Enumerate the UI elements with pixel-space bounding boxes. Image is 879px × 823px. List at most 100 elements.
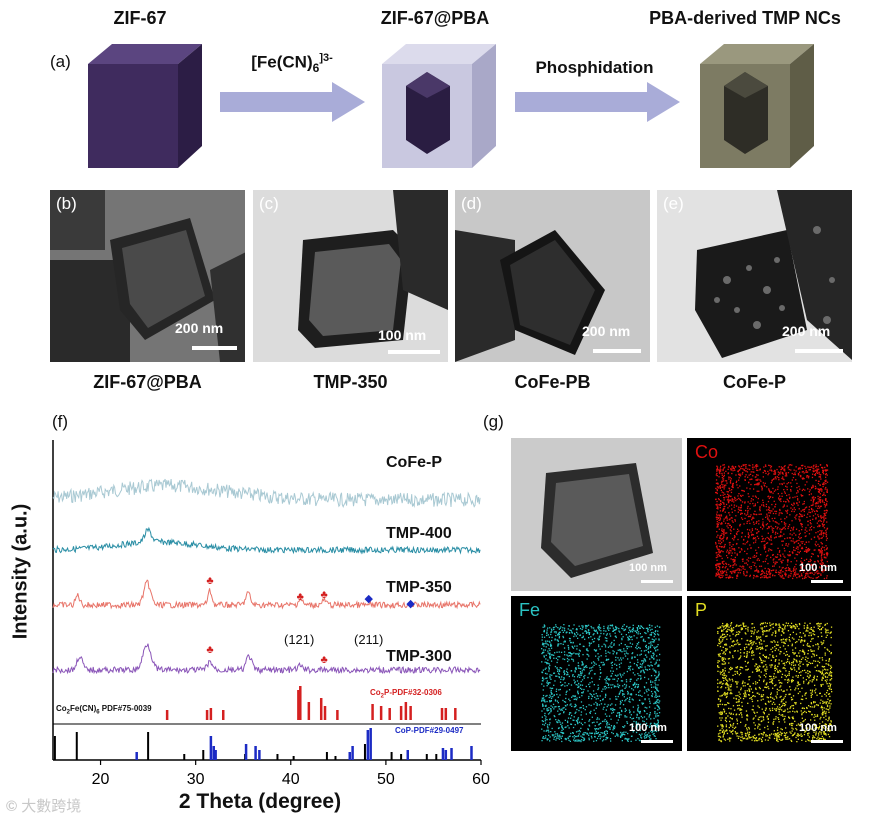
- eds-dot: [769, 570, 771, 572]
- eds-dot: [720, 489, 722, 491]
- eds-dot: [801, 725, 803, 727]
- eds-dot: [544, 701, 546, 703]
- eds-dot: [733, 506, 735, 508]
- eds-dot: [576, 653, 578, 655]
- eds-dot: [798, 501, 800, 503]
- eds-dot: [758, 693, 760, 695]
- eds-dot: [728, 563, 730, 566]
- eds-dot: [769, 574, 771, 576]
- eds-dot: [719, 543, 722, 545]
- eds-dot: [565, 738, 567, 740]
- eds-dot: [781, 714, 784, 716]
- eds-dot: [730, 469, 732, 471]
- eds-dot: [575, 735, 577, 738]
- eds-dot: [755, 739, 757, 742]
- eds-dot: [541, 677, 544, 680]
- eds-dot: [780, 471, 782, 473]
- eds-dot: [658, 639, 660, 641]
- eds-dot: [771, 527, 773, 529]
- eds-dot: [825, 702, 828, 704]
- eds-dot: [542, 720, 544, 723]
- eds-dot: [604, 678, 606, 681]
- eds-dot: [796, 711, 798, 713]
- eds-dot: [559, 734, 561, 736]
- eds-dot: [655, 646, 657, 649]
- eds-dot: [800, 464, 803, 467]
- eds-dot: [542, 689, 544, 691]
- eds-dot: [808, 632, 811, 634]
- eds-dot: [821, 673, 823, 675]
- eds-dot: [818, 491, 820, 493]
- eds-dot: [559, 627, 561, 629]
- eds-dot: [771, 623, 773, 626]
- eds-dot: [753, 466, 755, 468]
- eds-dot: [731, 628, 733, 630]
- eds-dot: [716, 545, 718, 547]
- eds-dot: [800, 658, 803, 660]
- eds-dot: [655, 730, 657, 733]
- eds-dot: [754, 724, 756, 726]
- eds-dot: [824, 494, 826, 497]
- eds-dot: [719, 563, 721, 565]
- eds-dot: [738, 696, 740, 698]
- eds-dot: [823, 532, 825, 534]
- eds-dot: [616, 712, 619, 714]
- eds-dot: [550, 700, 552, 702]
- eds-dot: [775, 718, 777, 720]
- eds-dot: [817, 627, 819, 629]
- eds-dot: [651, 641, 653, 643]
- eds-dot: [560, 667, 563, 669]
- eds-dot: [615, 635, 617, 637]
- eds-dot: [795, 633, 798, 635]
- eds-dot: [609, 635, 612, 637]
- eds-dot: [769, 709, 772, 712]
- eds-dot: [813, 660, 815, 662]
- eds-dot: [808, 506, 811, 508]
- eds-dot: [785, 544, 787, 546]
- eds-dot: [821, 657, 823, 659]
- eds-dot: [605, 640, 607, 642]
- eds-dot: [733, 468, 735, 470]
- eds-dot: [764, 485, 766, 487]
- eds-dot: [772, 530, 774, 532]
- eds-dot: [571, 632, 573, 634]
- eds-dot: [799, 488, 801, 490]
- eds-dot: [551, 687, 554, 689]
- eds-dot: [788, 574, 790, 576]
- eds-dot: [768, 539, 771, 541]
- eds-dot: [579, 674, 581, 676]
- eds-dot: [793, 542, 795, 544]
- eds-dot: [717, 705, 719, 708]
- arrow-1-sub: 6: [312, 61, 320, 76]
- eds-dot: [777, 471, 779, 473]
- eds-dot: [734, 650, 736, 652]
- eds-dot: [720, 515, 723, 517]
- eds-dot: [601, 720, 604, 723]
- eds-dot: [636, 728, 638, 730]
- eds-dot: [759, 665, 761, 668]
- eds-dot: [720, 469, 722, 471]
- eds-dot: [768, 527, 770, 529]
- eds-dot: [807, 734, 809, 736]
- eds-dot: [799, 537, 801, 540]
- eds-dot: [725, 624, 727, 627]
- eds-dot: [766, 542, 769, 544]
- eds-dot: [581, 670, 583, 672]
- eds-dot: [733, 504, 736, 506]
- eds-scale-bar-fe: [641, 740, 673, 743]
- xrd-co2p-marker-1: ♣: [297, 591, 304, 603]
- eds-map-p: P 100 nm: [687, 596, 851, 751]
- eds-dot: [803, 625, 805, 627]
- eds-dot: [798, 575, 801, 577]
- eds-dot: [815, 510, 818, 512]
- eds-dot: [733, 558, 735, 561]
- eds-dot: [725, 696, 728, 699]
- eds-dot: [797, 491, 799, 493]
- eds-dot: [760, 694, 763, 696]
- eds-dot: [822, 727, 824, 729]
- eds-dot: [740, 505, 742, 507]
- eds-dot: [716, 492, 718, 495]
- eds-dot: [790, 667, 792, 669]
- zif67-pba-cube: [382, 44, 496, 168]
- eds-dot: [775, 632, 777, 634]
